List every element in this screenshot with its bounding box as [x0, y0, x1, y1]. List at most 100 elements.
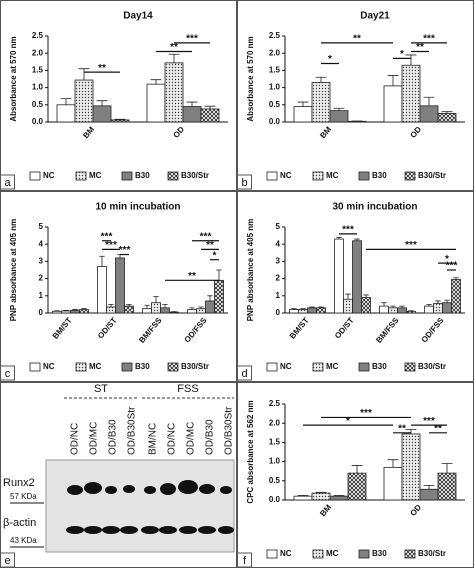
legend-label: B30/Str [418, 549, 446, 558]
significance-label: *** [342, 225, 354, 236]
y-axis-label: CPC absorbance at 562 nm [246, 400, 255, 503]
error-bar [363, 294, 369, 298]
bar [52, 310, 62, 314]
bar [56, 104, 76, 123]
legend-label: B30/Str [181, 362, 209, 371]
legend-swatch [121, 171, 133, 181]
significance-label: ** [98, 63, 106, 74]
error-bar [351, 465, 363, 474]
y-tick-label: 5 [39, 222, 44, 231]
panel-letter: f [243, 555, 247, 567]
error-bar [207, 295, 213, 301]
y-tick-label: 1.0 [32, 83, 44, 92]
bar [200, 108, 220, 123]
legend-swatch [75, 171, 87, 181]
significance-label: ** [416, 42, 424, 53]
protein-label: Runx2 [3, 477, 35, 489]
legend-swatch [404, 549, 416, 559]
significance-label: * [400, 49, 404, 60]
error-bar [441, 111, 453, 114]
y-tick-label: 0.0 [269, 117, 281, 126]
panel-letter: a [4, 177, 11, 189]
legend-swatch [312, 549, 324, 559]
bar [397, 307, 407, 314]
error-bar [96, 100, 108, 106]
y-tick-label: 3 [276, 257, 281, 266]
error-bar [81, 308, 87, 310]
error-bar [315, 76, 327, 83]
bar [419, 105, 439, 123]
panel-letter: e [4, 555, 10, 567]
bar [97, 266, 107, 314]
significance-label: ** [434, 423, 442, 434]
x-tick-label: BM/FSS [374, 315, 401, 344]
significance-label: ** [398, 423, 406, 434]
error-bar [198, 306, 204, 309]
legend-label: NC [280, 171, 292, 180]
lane-label: OD/NC [167, 423, 178, 455]
y-tick-label: 1 [39, 291, 44, 300]
lane-label: OD/MC [89, 422, 100, 455]
y-tick-label: 3 [39, 257, 44, 266]
bar [383, 466, 403, 501]
error-bar [423, 485, 435, 490]
significance-label: * [213, 250, 217, 261]
bar [146, 83, 166, 123]
bar [329, 495, 349, 501]
error-bar [405, 54, 417, 66]
error-bar [186, 101, 198, 107]
lane-label: BM/NC [148, 423, 159, 455]
legend-swatch [29, 171, 41, 181]
y-tick-label: 0.5 [269, 476, 281, 485]
bar [182, 106, 202, 123]
bar [196, 308, 206, 314]
error-bar [150, 79, 162, 85]
error-bar [453, 277, 459, 280]
bar [74, 79, 94, 123]
panel-letter-box [237, 365, 252, 381]
significance-label: ** [170, 42, 178, 53]
bar [151, 302, 161, 314]
error-bar [333, 107, 345, 111]
error-bar [381, 302, 387, 307]
error-bar [78, 68, 90, 81]
y-tick-label: 2 [39, 274, 44, 283]
x-tick-label: OD/FSS [420, 315, 446, 344]
bar [160, 307, 170, 314]
lane-label: OD/B30 [205, 419, 216, 455]
significance-label: *** [105, 240, 117, 251]
error-bar [189, 307, 195, 310]
panel-letter: c [5, 368, 11, 380]
y-tick-label: 4 [39, 239, 44, 248]
bar [61, 310, 71, 314]
y-tick-label: 2.0 [32, 48, 44, 57]
y-tick-label: 0.0 [269, 495, 281, 504]
group-label: FSS [177, 383, 198, 395]
error-bar [204, 105, 216, 109]
bar [115, 257, 125, 314]
legend-swatch [266, 171, 278, 181]
bar [437, 113, 457, 123]
bar [289, 309, 299, 314]
bar [451, 279, 461, 314]
y-tick-label: 2.5 [269, 31, 281, 40]
error-bar [54, 310, 60, 312]
error-bar [291, 308, 297, 310]
x-tick-label: BM/ST [51, 316, 74, 341]
legend-label: MC [89, 362, 102, 371]
error-bar [63, 310, 69, 311]
western-blot: ST FSS Runx2 57 KDa β-actin 43 KDa e [0, 383, 235, 568]
legend-label: B30 [135, 171, 150, 180]
lane-label: OD/B30Str [127, 406, 138, 455]
bar [388, 307, 398, 314]
legend-label: B30 [372, 171, 387, 180]
y-tick-label: 0.5 [32, 100, 44, 109]
error-bar [108, 304, 114, 307]
legend-swatch [404, 362, 416, 372]
significance-label: ** [206, 240, 214, 251]
chart-title: Day21 [360, 11, 390, 22]
significance-label: *** [405, 240, 417, 251]
error-bar [126, 304, 132, 307]
bar [329, 110, 349, 123]
blot-bands [66, 480, 234, 534]
